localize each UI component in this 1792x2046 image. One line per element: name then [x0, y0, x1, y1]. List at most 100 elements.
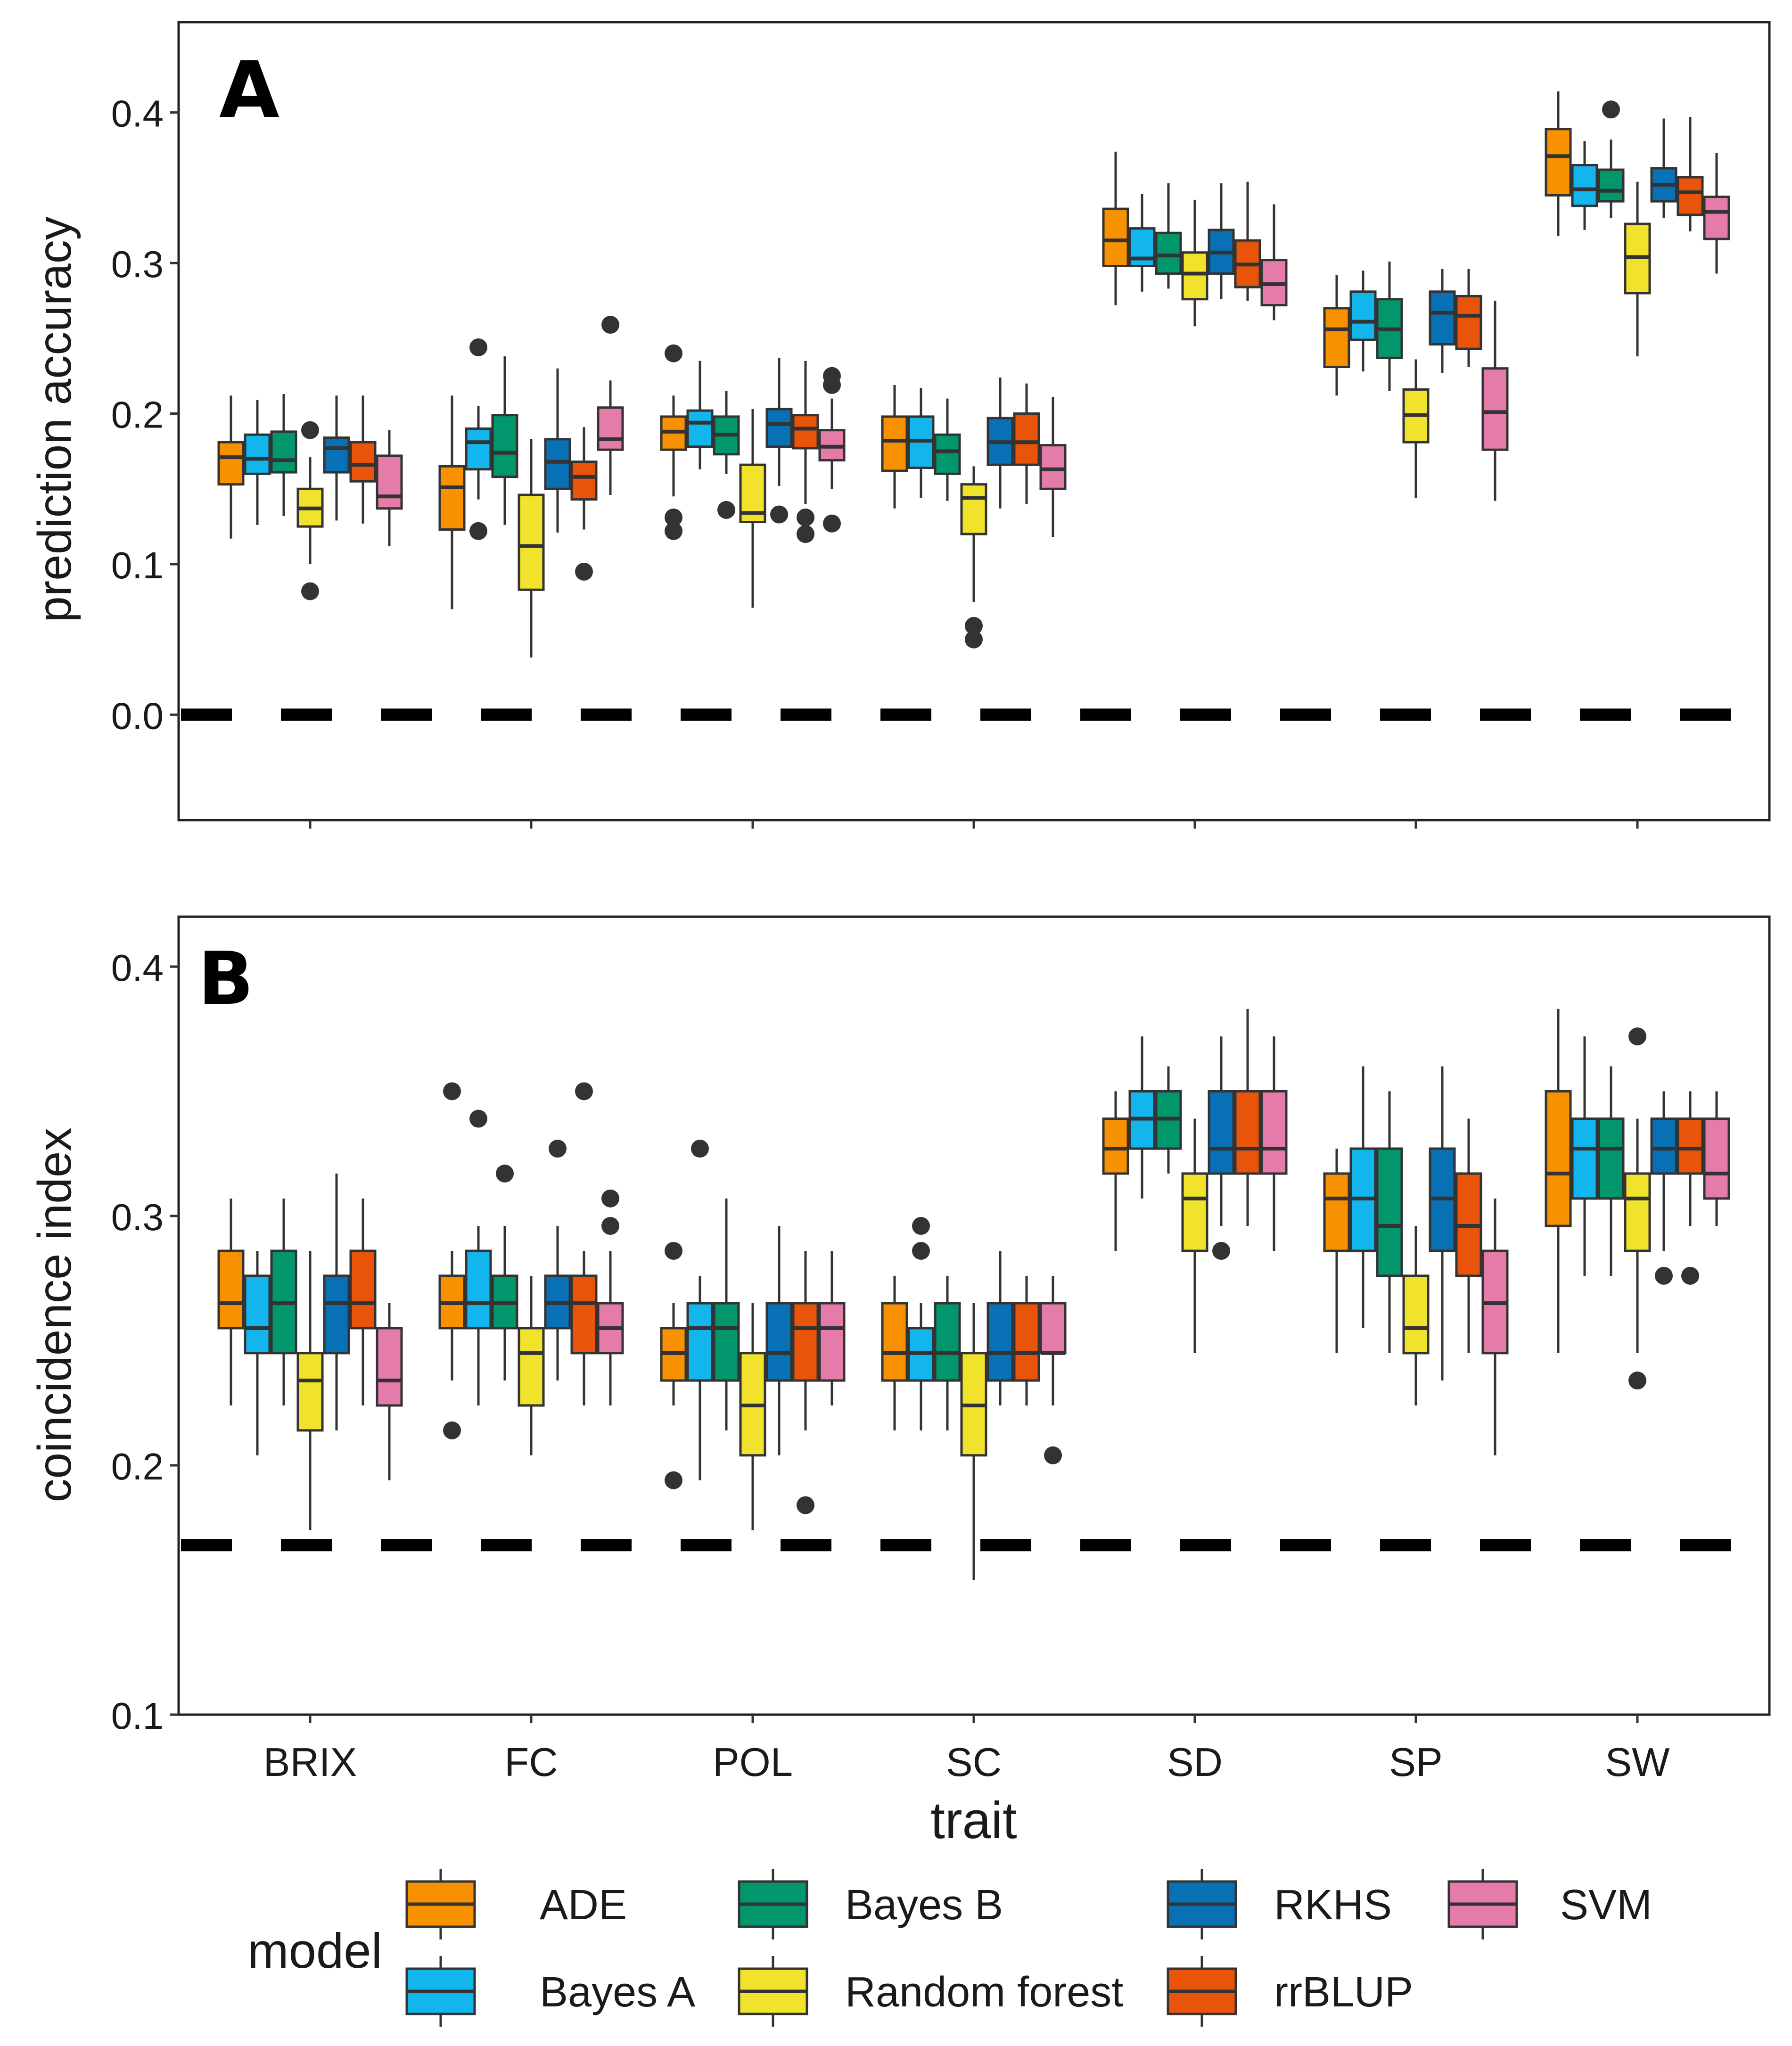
panel-a-box-random-forest-sc — [960, 466, 987, 649]
box-body — [323, 1274, 350, 1355]
box-body — [1677, 1117, 1704, 1175]
panel-b-box-bayes-a-fc — [465, 1109, 492, 1405]
panel-b-box-svm-fc — [597, 1189, 624, 1405]
panel-b-box-bayes-b-pol — [713, 1198, 740, 1430]
outlier-point — [665, 344, 682, 362]
box-body — [518, 493, 545, 591]
panel-a-box-svm-sp — [1481, 300, 1509, 501]
box-body — [1624, 1172, 1651, 1252]
panel-a-box-bayes-a-sw — [1571, 141, 1598, 230]
box-body — [792, 1302, 819, 1382]
outlier-point — [691, 1140, 709, 1158]
panel-b-box-ade-sw — [1545, 1009, 1572, 1353]
legend-key-ade — [405, 1869, 476, 1939]
panel-b-box-ade-sp — [1323, 1149, 1350, 1353]
panel-a-box-bayes-a-sp — [1349, 271, 1377, 372]
panel-b-box-svm-sp — [1481, 1198, 1509, 1455]
box-body — [1323, 1172, 1350, 1252]
box-body — [1039, 1302, 1067, 1355]
outlier-point — [797, 525, 814, 543]
x-tick-label-sw: SW — [1605, 1740, 1670, 1785]
panel-a-box-random-forest-sp — [1402, 359, 1430, 498]
panel-b-box-rrblup-sp — [1455, 1118, 1482, 1353]
outlier-point — [469, 1109, 487, 1128]
panel-a-box-bayes-b-pol — [713, 391, 740, 519]
panel-a-box-ade-pol — [660, 344, 687, 540]
box-body — [1571, 164, 1598, 207]
panel-b-box-bayes-b-brix — [270, 1198, 297, 1405]
box-body — [1260, 1090, 1288, 1175]
panel-b-box-svm-sc — [1039, 1275, 1067, 1464]
panel-a-box-random-forest-brix — [296, 421, 324, 600]
panel-b-box-rkhs-pol — [765, 1226, 793, 1455]
panel-b-box-random-forest-sd — [1181, 1118, 1208, 1353]
panel-a-box-ade-sp — [1323, 275, 1350, 396]
panel-a-box-svm-sc — [1039, 397, 1067, 537]
box-body — [818, 1302, 846, 1382]
box-body — [270, 430, 297, 474]
box-body — [1650, 1117, 1677, 1175]
box-body — [1597, 1117, 1625, 1200]
outlier-point — [469, 522, 487, 540]
panel-b-box-random-forest-sc — [960, 1303, 987, 1580]
chart-marks: 0.0 0.1 0.2 0.3 0.4 0.1 0.2 0.3 0.4 BRIX FC POL SC SD… — [111, 91, 1761, 2027]
panel-b-box-rrblup-pol — [792, 1250, 819, 1514]
box-body — [465, 1249, 492, 1330]
panel-a-box-svm-pol — [818, 367, 846, 533]
box-body — [1571, 1117, 1598, 1200]
outlier-point — [797, 1496, 814, 1514]
outlier-point — [443, 1082, 461, 1101]
panel-b-box-ade-sc — [881, 1275, 908, 1430]
outlier-point — [665, 1471, 682, 1489]
outlier-point — [665, 508, 682, 526]
box-body — [1677, 176, 1704, 216]
box-body — [934, 1302, 961, 1382]
panel-a-box-bayes-a-sd — [1128, 194, 1156, 292]
outlier-point — [912, 1217, 930, 1235]
box-body — [686, 409, 714, 448]
outlier-point — [717, 501, 735, 519]
panel-b-box-random-forest-sw — [1624, 1027, 1651, 1390]
box-body — [881, 415, 908, 472]
panel-b-box-rrblup-sc — [1013, 1275, 1040, 1405]
panel-a-box-bayes-b-sd — [1155, 183, 1182, 289]
panel-a-box-svm-sw — [1703, 153, 1730, 274]
legend-key-svm — [1447, 1869, 1518, 1939]
box-body — [349, 1249, 377, 1330]
panel-b-box-ade-sd — [1102, 1091, 1129, 1251]
panel-a-box-rkhs-sc — [986, 377, 1014, 509]
panel-b-box-rkhs-sc — [986, 1250, 1014, 1405]
panel-b-box-bayes-a-sw — [1571, 1036, 1598, 1276]
outlier-point — [1212, 1241, 1230, 1260]
x-tick-label-brix: BRIX — [263, 1740, 357, 1785]
panel-b-box-rkhs-sp — [1429, 1066, 1456, 1381]
panel-a-box-rrblup-sp — [1455, 269, 1482, 367]
panel-b-box-random-forest-sp — [1402, 1226, 1430, 1405]
panel-b-box-bayes-b-sw — [1597, 1066, 1625, 1276]
box-body — [376, 1327, 403, 1407]
panel-a-box-bayes-a-fc — [465, 338, 492, 540]
outlier-point — [665, 1241, 682, 1260]
box-body — [597, 406, 624, 451]
panel-b-box-bayes-a-pol — [686, 1140, 714, 1480]
panel-a-box-bayes-b-sc — [934, 398, 961, 501]
box-body — [1349, 290, 1377, 341]
panel-a-ytick-label: 0.2 — [111, 394, 164, 436]
legend-label-rrblup: rrBLUP — [1274, 1969, 1413, 2016]
panel-b-box-svm-sd — [1260, 1036, 1288, 1251]
outlier-point — [575, 1082, 593, 1101]
box-body — [438, 465, 466, 531]
panel-b-box-ade-brix — [217, 1198, 245, 1405]
panel-b-box-bayes-b-sp — [1376, 1091, 1403, 1353]
outlier-point — [469, 338, 487, 356]
panel-b-box-bayes-a-sp — [1349, 1066, 1377, 1328]
outlier-point — [1044, 1446, 1062, 1464]
panel-b-ytick-label: 0.2 — [111, 1446, 164, 1487]
x-tick-label-pol: POL — [713, 1740, 793, 1785]
outlier-point — [823, 376, 841, 394]
panel-b-box-random-forest-brix — [296, 1250, 324, 1530]
box-body — [1102, 1117, 1129, 1175]
panel-a-frame — [177, 21, 1771, 822]
legend-key-random-forest — [738, 1956, 808, 2027]
panel-b-box-ade-pol — [660, 1241, 687, 1489]
